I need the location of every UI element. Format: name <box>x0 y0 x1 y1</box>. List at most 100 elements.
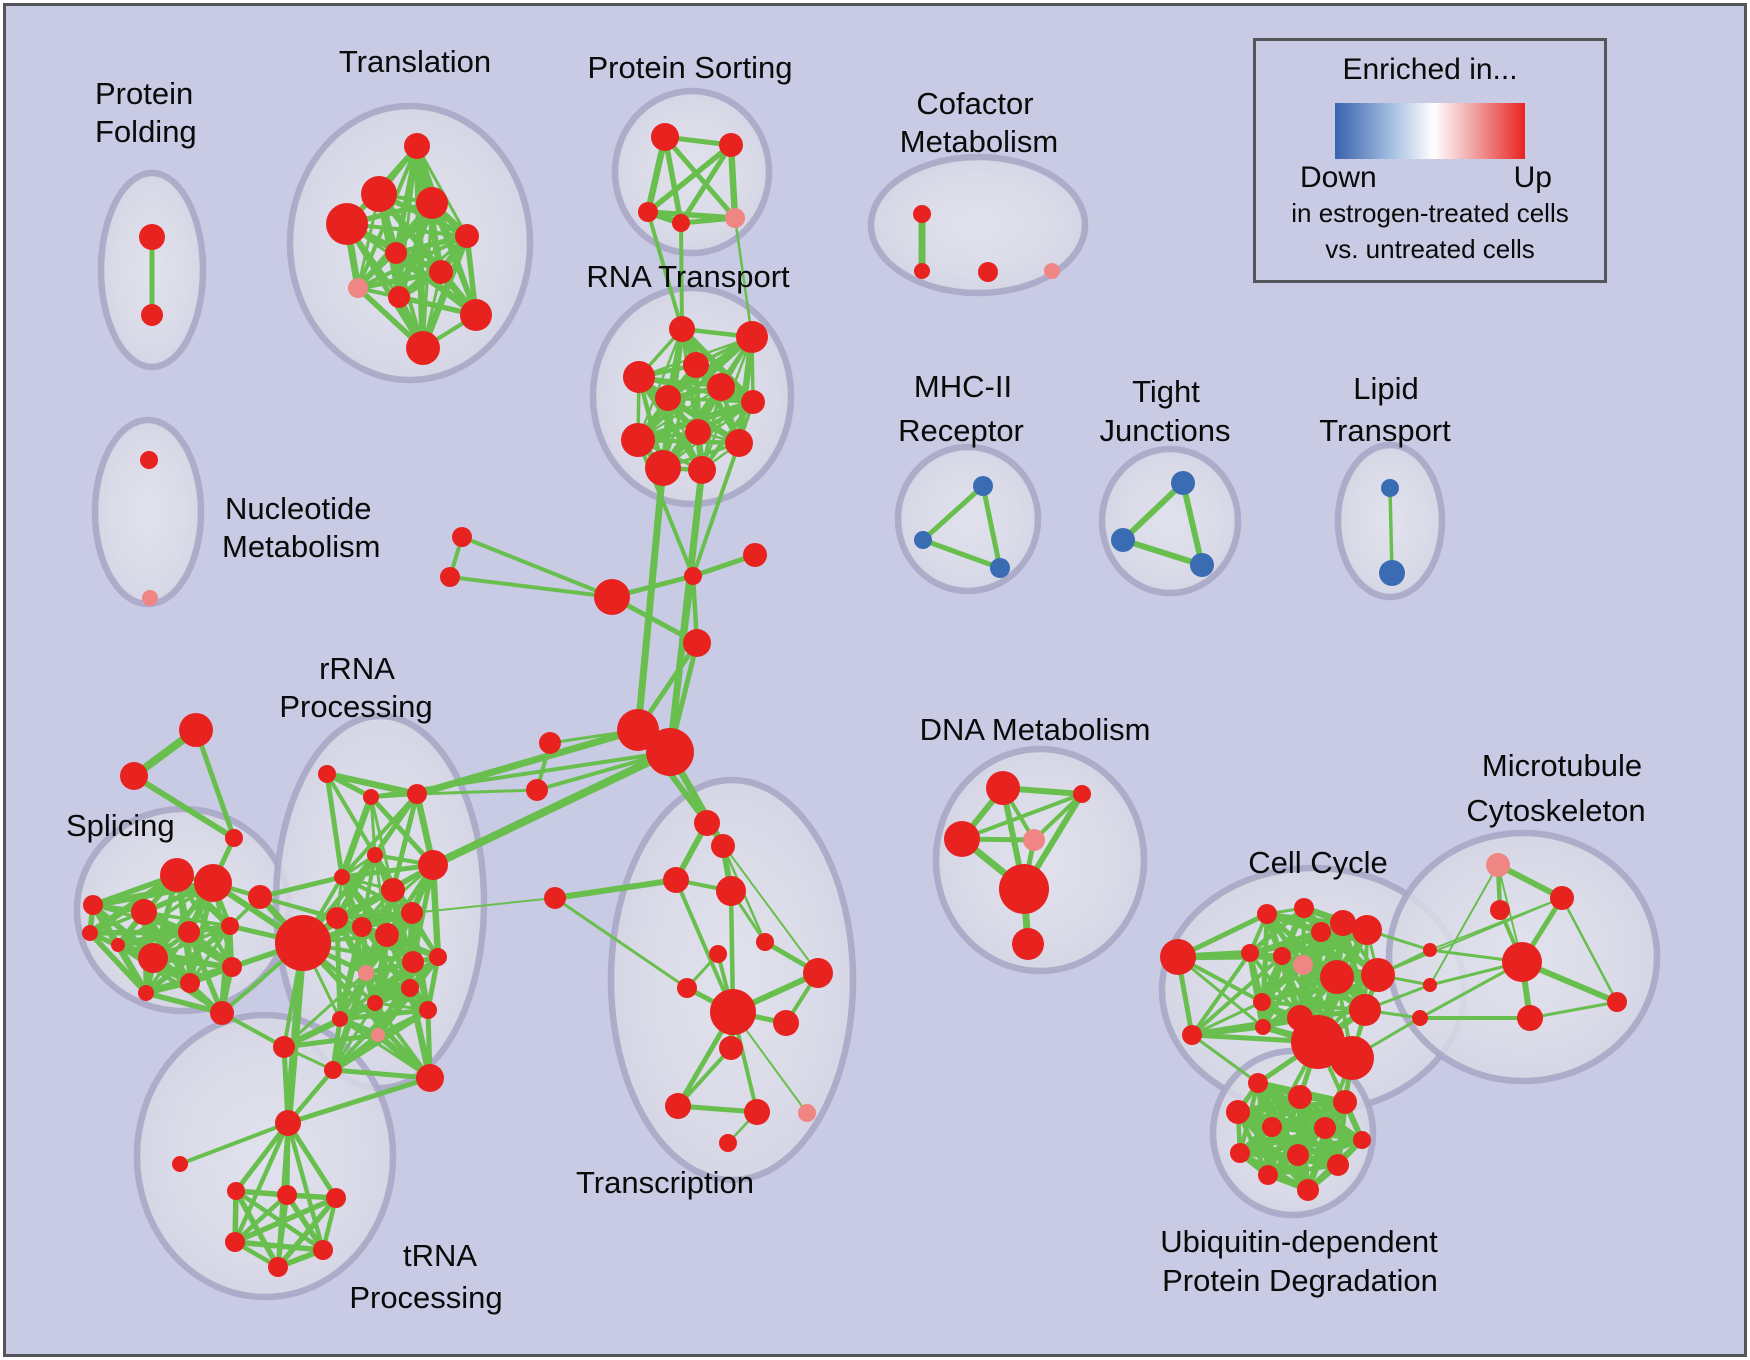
edge <box>429 748 674 869</box>
gene-set-node-140 <box>1349 994 1381 1026</box>
gene-set-node-91 <box>268 1257 288 1277</box>
gene-set-node-15 <box>638 202 658 222</box>
gene-set-node-129 <box>1257 904 1277 924</box>
edge <box>676 1046 733 1108</box>
gene-set-node-35 <box>914 531 932 549</box>
label-cell-cycle-line1: Cell Cycle <box>1248 845 1388 880</box>
edge <box>115 942 225 1016</box>
edge <box>334 915 343 1022</box>
edge <box>675 1103 760 1115</box>
cluster-mhc-ii-receptor-ellipse <box>894 443 1042 595</box>
edge <box>275 1195 339 1270</box>
label-nucleotide-metabolism-line1: Nucleotide <box>225 491 371 526</box>
gene-set-node-97 <box>683 629 711 657</box>
edge <box>411 897 556 914</box>
gene-set-node-103 <box>694 810 720 836</box>
edge <box>188 924 232 985</box>
edge <box>1528 1000 1619 1020</box>
gene-set-node-104 <box>711 834 735 858</box>
label-trna-processing-line2: Processing <box>349 1280 502 1315</box>
edge <box>1265 1162 1341 1178</box>
gene-set-node-142 <box>1423 943 1437 957</box>
edge <box>393 233 470 256</box>
edge <box>284 939 307 1127</box>
edge <box>1190 1033 1260 1085</box>
gene-set-node-133 <box>1311 922 1331 942</box>
edge <box>636 327 684 442</box>
gene-set-node-47 <box>160 858 194 892</box>
gene-set-node-23 <box>655 385 681 411</box>
edge <box>1237 1125 1328 1156</box>
edge <box>1495 862 1565 901</box>
gene-set-node-157 <box>1353 1131 1371 1149</box>
gene-set-node-67 <box>326 907 348 929</box>
edge <box>285 1075 433 1126</box>
gene-set-node-19 <box>736 321 768 353</box>
gene-set-node-158 <box>1230 1143 1250 1163</box>
edge <box>142 910 232 928</box>
edge <box>333 851 379 922</box>
edge <box>281 1032 381 1050</box>
gene-set-node-150 <box>1517 1005 1543 1031</box>
label-protein-folding-line2: Folding <box>95 114 197 149</box>
gene-set-node-123 <box>1012 928 1044 960</box>
gene-set-node-61 <box>363 789 379 805</box>
gene-set-node-17 <box>725 208 745 228</box>
edge <box>662 134 738 221</box>
edge <box>415 788 539 796</box>
gene-set-node-115 <box>744 1099 770 1125</box>
gene-set-node-12 <box>406 331 440 365</box>
edge <box>733 216 754 339</box>
edge <box>662 134 684 226</box>
gene-set-node-62 <box>407 784 427 804</box>
gene-set-node-73 <box>402 951 424 973</box>
gene-set-node-147 <box>1490 900 1510 920</box>
label-cofactor-metabolism-line2: Metabolism <box>900 124 1059 159</box>
gene-set-node-144 <box>1412 1010 1428 1026</box>
gene-set-node-27 <box>725 429 753 457</box>
gene-set-node-84 <box>275 1110 301 1136</box>
gene-set-node-89 <box>225 1232 245 1252</box>
gene-set-node-51 <box>82 925 98 941</box>
edge <box>390 791 420 893</box>
edge <box>325 772 377 857</box>
gene-set-node-122 <box>999 864 1049 914</box>
gene-set-node-162 <box>1297 1179 1319 1201</box>
edge <box>144 930 191 995</box>
gene-set-node-87 <box>277 1185 297 1205</box>
gene-set-node-109 <box>677 978 697 998</box>
gene-set-node-101 <box>526 779 548 801</box>
gene-set-node-5 <box>326 203 368 245</box>
edge <box>340 792 419 879</box>
gene-set-node-153 <box>1333 1090 1357 1114</box>
edge <box>1429 864 1499 986</box>
edge <box>448 575 614 599</box>
gene-set-node-159 <box>1287 1144 1309 1166</box>
gene-set-node-65 <box>334 869 350 885</box>
gene-set-node-126 <box>1241 944 1259 962</box>
gene-set-node-108 <box>709 945 727 963</box>
legend-down-label: Down <box>1300 161 1377 194</box>
gene-set-node-151 <box>1248 1073 1268 1093</box>
edge <box>257 874 345 900</box>
gene-set-node-48 <box>194 864 232 902</box>
gene-set-node-78 <box>332 1011 348 1027</box>
label-lipid-transport-line2: Transport <box>1319 413 1451 448</box>
gene-set-node-50 <box>83 895 103 915</box>
gene-set-node-18 <box>669 316 695 342</box>
gene-set-node-79 <box>419 1001 437 1019</box>
label-trna-processing-line1: tRNA <box>403 1238 477 1273</box>
gene-set-node-81 <box>273 1036 295 1058</box>
gene-set-node-141 <box>1287 1005 1313 1031</box>
edge <box>232 1192 290 1245</box>
gene-set-node-71 <box>381 878 405 902</box>
gene-set-node-136 <box>1320 960 1354 994</box>
gene-set-node-37 <box>1171 471 1195 495</box>
gene-set-node-96 <box>743 543 767 567</box>
gene-set-node-55 <box>221 917 239 935</box>
gene-set-node-26 <box>621 423 655 457</box>
gene-set-node-16 <box>672 214 690 232</box>
gene-set-node-105 <box>663 867 689 893</box>
edge <box>233 1188 281 1270</box>
gene-set-node-113 <box>719 1036 743 1060</box>
